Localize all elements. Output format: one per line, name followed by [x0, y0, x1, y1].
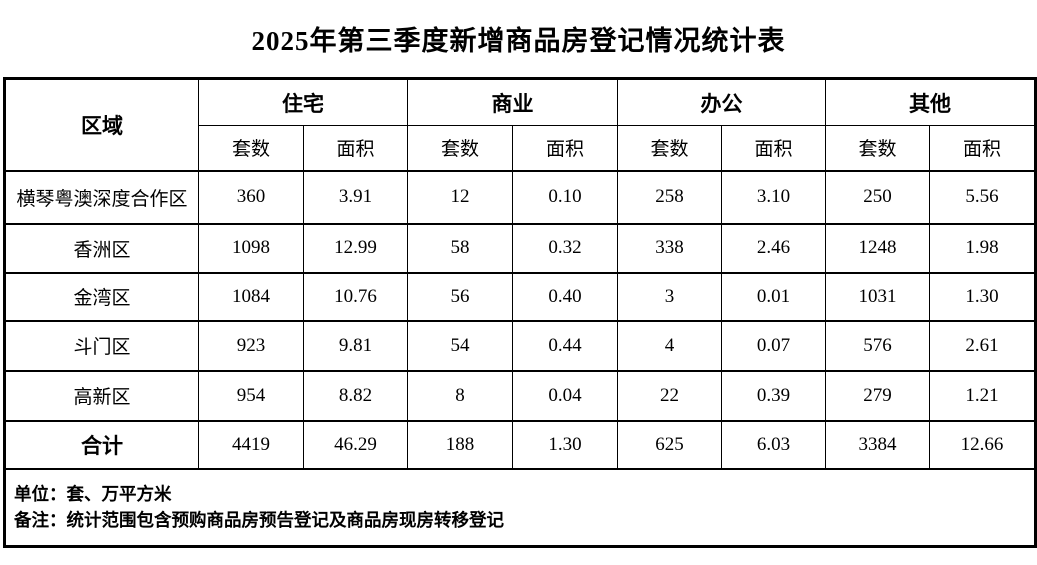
subheader-area: 面积 — [721, 125, 826, 172]
cell-value: 250 — [825, 169, 930, 225]
cell-value: 279 — [825, 369, 930, 422]
cell-value: 4419 — [198, 419, 304, 470]
subheader-units: 套数 — [407, 125, 513, 172]
cell-value: 1.21 — [929, 369, 1036, 422]
table-row-doumen: 斗门区 923 9.81 54 0.44 4 0.07 576 2.61 — [4, 319, 1036, 372]
region-name: 横琴粤澳深度合作区 — [4, 169, 199, 225]
cell-value: 4 — [617, 319, 722, 372]
cell-value: 22 — [617, 369, 722, 422]
cell-value: 46.29 — [303, 419, 408, 470]
page-title: 2025年第三季度新增商品房登记情况统计表 — [251, 26, 786, 56]
cell-value: 0.39 — [721, 369, 826, 422]
subheader-area: 面积 — [512, 125, 618, 172]
statistics-table: 区域 住宅 商业 办公 其他 套数 面积 套数 面积 套数 面积 套数 面积 横… — [3, 77, 1037, 548]
table-row-xiangzhou: 香洲区 1098 12.99 58 0.32 338 2.46 1248 1.9… — [4, 222, 1036, 274]
cell-value: 0.10 — [512, 169, 618, 225]
table-row-total: 合计 4419 46.29 188 1.30 625 6.03 3384 12.… — [4, 419, 1036, 470]
cell-value: 360 — [198, 169, 304, 225]
cell-value: 9.81 — [303, 319, 408, 372]
column-header-region: 区域 — [4, 78, 199, 171]
subheader-area: 面积 — [929, 125, 1036, 172]
cell-value: 8.82 — [303, 369, 408, 422]
table-row-gaoxin: 高新区 954 8.82 8 0.04 22 0.39 279 1.21 — [4, 369, 1036, 422]
cell-value: 1.30 — [929, 271, 1036, 322]
notes-row: 单位：套、万平方米 备注：统计范围包含预购商品房预告登记及商品房现房转移登记 — [4, 467, 1036, 547]
note-unit: 单位：套、万平方米 — [14, 484, 172, 505]
cell-value: 2.61 — [929, 319, 1036, 372]
note-remark: 备注：统计范围包含预购商品房预告登记及商品房现房转移登记 — [14, 510, 504, 531]
group-header-office: 办公 — [617, 78, 826, 126]
region-name: 金湾区 — [4, 271, 199, 322]
region-name: 斗门区 — [4, 319, 199, 372]
cell-value: 8 — [407, 369, 513, 422]
cell-value: 3.91 — [303, 169, 408, 225]
cell-value: 0.32 — [512, 222, 618, 274]
cell-value: 12.66 — [929, 419, 1036, 470]
header-sub-row: 套数 面积 套数 面积 套数 面积 套数 面积 — [5, 125, 1036, 172]
table-row-jinwan: 金湾区 1084 10.76 56 0.40 3 0.01 1031 1.30 — [4, 271, 1036, 322]
cell-value: 625 — [617, 419, 722, 470]
cell-value: 6.03 — [721, 419, 826, 470]
cell-value: 56 — [407, 271, 513, 322]
cell-value: 54 — [407, 319, 513, 372]
cell-value: 0.07 — [721, 319, 826, 372]
cell-value: 2.46 — [721, 222, 826, 274]
cell-value: 3 — [617, 271, 722, 322]
region-name: 香洲区 — [4, 222, 199, 274]
subheader-units: 套数 — [617, 125, 722, 172]
cell-value: 12.99 — [303, 222, 408, 274]
cell-value: 1084 — [198, 271, 304, 322]
cell-value: 12 — [407, 169, 513, 225]
cell-value: 10.76 — [303, 271, 408, 322]
subheader-units: 套数 — [198, 125, 304, 172]
cell-value: 3.10 — [721, 169, 826, 225]
cell-value: 338 — [617, 222, 722, 274]
subheader-area: 面积 — [303, 125, 408, 172]
cell-value: 0.44 — [512, 319, 618, 372]
header-group-row: 区域 住宅 商业 办公 其他 — [4, 78, 1036, 171]
cell-value: 1031 — [825, 271, 930, 322]
cell-value: 1.98 — [929, 222, 1036, 274]
cell-value: 0.04 — [512, 369, 618, 422]
cell-value: 1248 — [825, 222, 930, 274]
group-header-residential: 住宅 — [198, 78, 408, 126]
cell-value: 954 — [198, 369, 304, 422]
cell-value: 0.01 — [721, 271, 826, 322]
total-label: 合计 — [4, 419, 199, 470]
region-name: 高新区 — [4, 369, 199, 422]
cell-value: 0.40 — [512, 271, 618, 322]
cell-value: 1098 — [198, 222, 304, 274]
cell-value: 923 — [198, 319, 304, 372]
cell-value: 576 — [825, 319, 930, 372]
cell-value: 5.56 — [929, 169, 1036, 225]
cell-value: 3384 — [825, 419, 930, 470]
cell-value: 58 — [407, 222, 513, 274]
cell-value: 258 — [617, 169, 722, 225]
group-header-commercial: 商业 — [407, 78, 618, 126]
cell-value: 1.30 — [512, 419, 618, 470]
subheader-units: 套数 — [825, 125, 930, 172]
notes-cell: 单位：套、万平方米 备注：统计范围包含预购商品房预告登记及商品房现房转移登记 — [4, 467, 1036, 547]
table-row-hengqin: 横琴粤澳深度合作区 360 3.91 12 0.10 258 3.10 250 … — [4, 169, 1036, 225]
cell-value: 188 — [407, 419, 513, 470]
group-header-other: 其他 — [825, 78, 1036, 126]
